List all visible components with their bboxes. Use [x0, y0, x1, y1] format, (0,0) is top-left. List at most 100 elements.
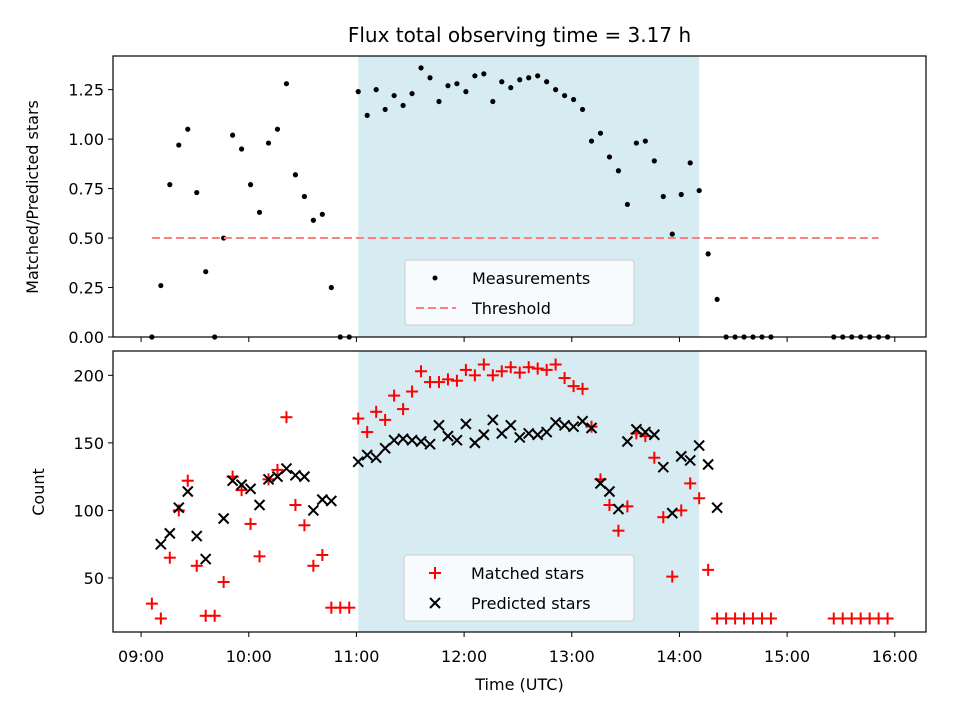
measurement-point: [651, 158, 657, 164]
measurement-point: [230, 132, 236, 138]
predicted-star-point: [199, 553, 212, 565]
matched-star-point: [558, 372, 571, 385]
matched-star-point: [217, 576, 230, 589]
predicted-star-point: [675, 450, 687, 463]
measurement-point: [633, 140, 639, 146]
measurement-point: [517, 77, 523, 83]
predicted-star-point: [496, 427, 508, 440]
measurement-point: [615, 168, 622, 174]
measurement-point: [418, 65, 424, 71]
matched-star-point: [271, 463, 284, 476]
matched-star-point: [208, 609, 221, 622]
measurement-point: [427, 75, 433, 81]
predicted-star-point: [451, 434, 463, 446]
predicted-star-point: [164, 527, 176, 540]
measurement-point: [714, 296, 720, 303]
bottom-legend: Matched stars Predicted stars: [403, 554, 635, 622]
predicted-star-point: [702, 458, 714, 471]
predicted-star-point: [666, 507, 678, 519]
matched-star-point: [298, 519, 311, 532]
matched-star-point: [504, 361, 517, 374]
matched-star-point: [522, 361, 535, 374]
matched-star-point: [244, 517, 257, 530]
predicted-star-point: [361, 449, 373, 461]
y-tick-label: 0.50: [68, 229, 104, 248]
predicted-star-point: [406, 434, 418, 446]
x-tick-label: 12:00: [441, 647, 487, 666]
measurement-point: [400, 102, 406, 109]
predicted-star-point: [370, 452, 382, 464]
measurement-point: [526, 75, 532, 81]
predicted-star-point: [621, 435, 634, 448]
matched-star-point: [370, 405, 383, 418]
matched-star-point: [379, 413, 392, 426]
predicted-star-point: [388, 434, 400, 446]
measurement-point: [301, 193, 307, 200]
matched-star-point: [181, 474, 194, 487]
predicted-star-point: [235, 479, 248, 491]
matched-star-point: [693, 492, 706, 505]
matched-star-point: [343, 601, 356, 614]
measurement-point: [544, 79, 550, 85]
predicted-star-point: [352, 456, 364, 468]
predicted-star-point: [594, 477, 607, 490]
predicted-star-point: [487, 414, 499, 426]
matched-star-point: [415, 365, 428, 378]
measurement-point: [445, 83, 451, 89]
measurement-point: [597, 130, 604, 136]
predicted-star-point: [226, 474, 239, 487]
measurement-point: [292, 172, 299, 178]
matched-star-point: [648, 451, 661, 464]
matched-star-point: [764, 612, 777, 625]
y-tick-label: 1.25: [68, 81, 104, 100]
predicted-star-point: [576, 415, 589, 427]
matched-star-point: [576, 382, 589, 395]
measurement-point: [499, 79, 505, 85]
predicted-star-point: [325, 495, 338, 507]
legend-matched: Matched stars: [471, 564, 584, 583]
predicted-star-point: [711, 502, 723, 514]
matched-star-point: [621, 500, 634, 513]
matched-star-point: [289, 499, 302, 512]
y-tick-label: 0.00: [68, 328, 104, 347]
x-tick-label: 14:00: [656, 647, 702, 666]
matched-star-point: [702, 563, 715, 576]
measurement-point: [687, 160, 693, 166]
x-tick-label: 15:00: [764, 647, 810, 666]
predicted-star-point: [514, 431, 526, 444]
predicted-star-point: [217, 512, 230, 525]
measurement-point: [194, 189, 200, 196]
matched-star-point: [190, 559, 203, 572]
x-tick-label: 13:00: [549, 647, 595, 666]
matched-star-point: [145, 597, 158, 610]
measurement-point: [391, 92, 397, 99]
count-panel: 50 100 150 200 09:00 10:00 11:00 12:00 13:00 14:…: [29, 350, 927, 694]
legend-threshold: Threshold: [471, 299, 551, 318]
predicted-star-point: [182, 485, 194, 498]
predicted-star-point: [460, 418, 472, 430]
measurement-point: [481, 71, 487, 77]
predicted-star-point: [478, 429, 490, 441]
matched-star-point: [450, 374, 463, 387]
predicted-star-point: [262, 473, 275, 486]
matched-star-point: [540, 363, 553, 376]
matched-star-point: [675, 504, 688, 517]
predicted-star-point: [280, 462, 293, 475]
predicted-star-point: [442, 430, 454, 442]
measurement-point: [238, 146, 245, 152]
measurement-point: [508, 85, 514, 91]
measurement-point: [436, 98, 442, 105]
matched-star-point: [154, 612, 167, 625]
matched-star-point: [397, 403, 410, 416]
measurement-point: [606, 154, 613, 160]
predicted-star-point: [567, 420, 580, 433]
matched-star-point: [486, 369, 499, 382]
predicted-star-point: [397, 433, 409, 445]
predicted-star-point: [585, 422, 598, 434]
predicted-star-point: [155, 538, 167, 550]
measurement-point: [310, 217, 316, 223]
y-tick-label: 200: [73, 366, 104, 385]
predicted-star-point: [684, 454, 696, 467]
measurement-point: [283, 81, 290, 87]
predicted-star-point: [603, 485, 616, 498]
